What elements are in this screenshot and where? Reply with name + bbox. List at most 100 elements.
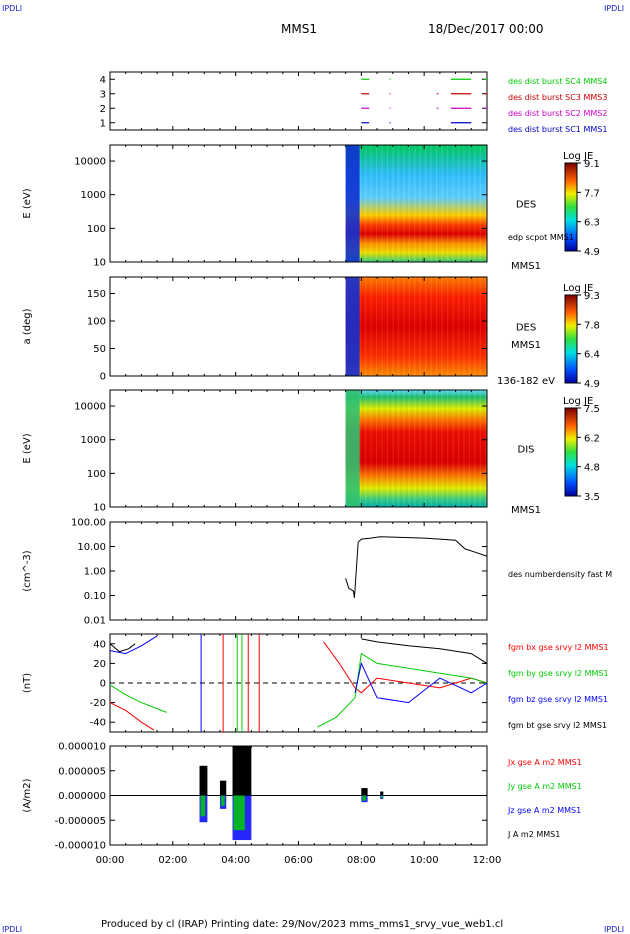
spectrogram-stripe [363,277,365,376]
spectrogram-stripe [377,145,380,262]
spectrogram-stripe [414,145,416,262]
spectrogram-stripe [426,390,429,507]
spectrogram-stripe [386,277,389,376]
y-tick-label: 100.00 [71,518,106,529]
legend-density: des numberdensity fast M [508,570,612,579]
x-tick-label: 02:00 [158,855,187,866]
spectrogram-stripe [425,277,427,376]
spectrogram-stripe [388,390,390,507]
spectrogram-stripe [439,390,441,507]
spectrogram-stripe [410,390,412,507]
spectrogram-stripe [436,277,438,376]
spectrogram-stripe [445,390,447,507]
spectrogram-stripe [445,145,447,262]
fgm-line [354,661,488,704]
spectrogram-stripe [432,145,434,262]
spectrogram-stripe [366,390,369,507]
footer-credit: Produced by cl (IRAP) Printing date: 29/… [101,919,504,930]
spectrogram-stripe [405,277,407,376]
spectrogram-stripe [470,390,472,507]
current-burst-j [219,780,227,796]
spectrogram-stripe [379,277,381,376]
spectrogram-stripe [419,145,421,262]
spectrogram-stripe [388,145,390,262]
spectrogram-stripe [479,277,481,376]
spectrogram-stripe [405,145,407,262]
spectrogram-stripe [423,145,425,262]
panel-label: 136-182 eV [497,376,555,387]
spectrogram-stripe [359,277,361,376]
spectrogram-stripe [394,277,396,376]
spectrogram-stripe [366,145,369,262]
y-tick-label: 0.000000 [58,791,106,802]
date-title: 18/Dec/2017 00:00 [428,22,544,36]
spectrogram-stripe [472,277,474,376]
spectrogram-stripe [401,390,403,507]
colorbar-tick-label: 7.8 [584,320,600,331]
spectrogram-stripe [412,390,414,507]
y-axis-label: (nT) [22,673,33,693]
spectrogram-stripe [374,277,376,376]
current-burst-j [232,746,252,796]
spectrogram-stripe [481,277,483,376]
spectrogram-stripe [392,145,394,262]
spectrogram-stripe [394,145,396,262]
spectrogram-stripe [479,390,481,507]
spectrogram-stripe [374,145,376,262]
spectrogram-stripe [481,145,483,262]
spectrogram-stripe [390,145,392,262]
spectrogram-stripe [370,277,372,376]
corner-logo-bottom-left: IPDLI [2,925,23,934]
corner-logo-top-right: IPDLI [604,4,625,13]
y-tick-label: 10000 [74,402,106,413]
current-burst-jy [220,795,225,806]
y-tick-label: 1000 [81,190,106,201]
spectrogram-stripe [386,390,389,507]
spectrogram-stripe [379,145,381,262]
colorbar-tick-label: 4.8 [584,463,600,474]
spectrogram-stripe [377,390,380,507]
spectrogram-stripe [359,145,361,262]
spectrogram-stripe [406,390,409,507]
spectrogram-stripe [457,277,460,376]
legend-burst: des dist burst SC2 MMS2 [508,109,607,118]
spectrogram-stripe [434,277,436,376]
spectrogram-stripe [408,277,410,376]
x-tick-label: 04:00 [221,855,250,866]
spectrogram-stripe [376,390,378,507]
spectrogram-stripe [403,390,405,507]
spectrogram-stripe [454,390,456,507]
spectrogram-stripe [368,145,370,262]
y-tick-label: 20 [93,659,106,670]
panel-label: DIS [518,445,535,456]
spectrogram-stripe [452,145,454,262]
spectrogram-stripe [390,277,392,376]
spectrogram-stripe [470,145,472,262]
legend-burst: des dist burst SC3 MMS3 [508,93,607,102]
colorbar-tick-label: 6.2 [584,433,600,444]
y-tick-label: -0.000010 [55,841,106,852]
panel-frame-density [109,521,488,621]
spectrogram-stripe [452,390,454,507]
spectrogram-stripe [477,390,480,507]
colorbar-tick-label: 4.9 [584,379,600,390]
density-line [345,536,488,598]
spectrogram-stripe [379,390,381,507]
spectrogram-stripe [450,277,452,376]
spectrogram-stripe [437,145,440,262]
spectrogram-stripe [432,390,434,507]
current-burst-j [199,765,208,796]
y-tick-label: 100 [87,317,106,328]
y-axis-label: (cm^-3) [22,550,33,591]
spectrogram-stripe [372,145,374,262]
spectrogram-stripe [425,390,427,507]
spectrogram-stripe [416,145,418,262]
x-tick-label: 00:00 [96,855,125,866]
spectrogram-stripe [436,390,438,507]
spectrogram-edge [345,277,360,376]
spectrogram-stripe [419,277,421,376]
y-tick-label: 3 [100,89,106,100]
spectrogram-stripe [412,145,414,262]
spectrogram-stripe [361,277,363,376]
spectrogram-stripe [385,145,387,262]
